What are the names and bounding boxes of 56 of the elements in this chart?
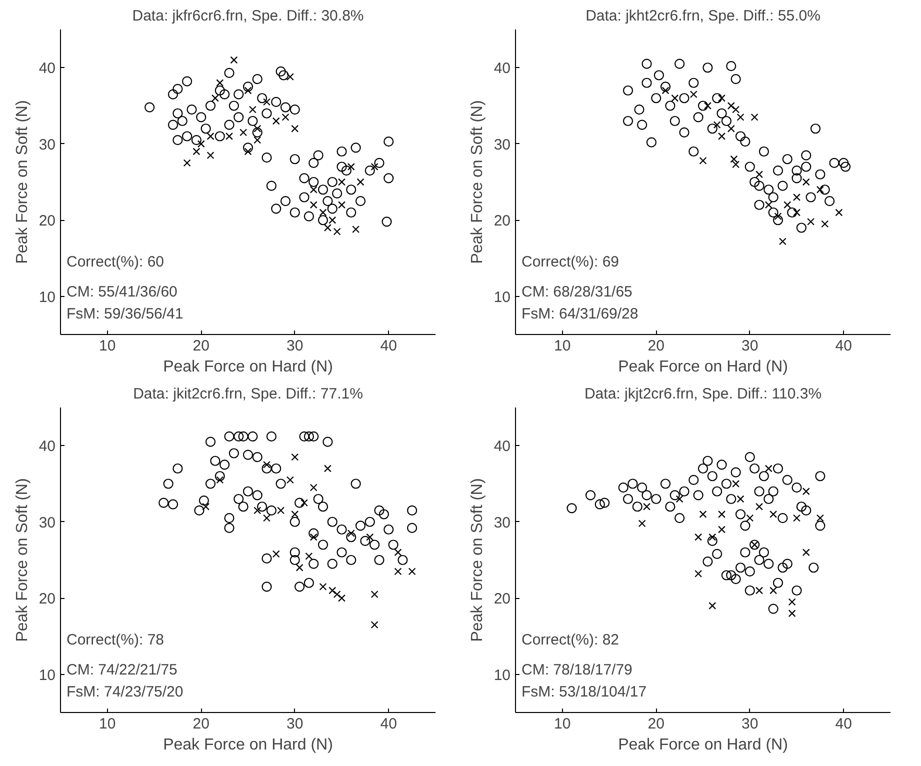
annotation: CM: 74/22/21/75 <box>66 662 178 678</box>
y-tick-label: 30 <box>494 136 511 154</box>
y-axis-title: Peak Force on Soft (N) <box>468 478 486 642</box>
y-tick-label: 30 <box>494 514 511 532</box>
chart-title: Data: jkht2cr6.frn, Spe. Diff.: 55.0% <box>586 8 820 24</box>
annotation: CM: 78/18/17/79 <box>522 662 632 678</box>
x-tick-label: 30 <box>286 338 304 354</box>
y-tick-label: 30 <box>38 136 56 154</box>
y-tick-label: 30 <box>38 514 56 532</box>
x-tick-label: 30 <box>742 716 758 732</box>
x-tick-label: 40 <box>835 338 852 354</box>
annotation: FsM: 59/36/56/41 <box>66 306 184 322</box>
y-tick-label: 10 <box>38 666 56 684</box>
x-tick-label: 20 <box>648 338 664 354</box>
x-tick-label: 30 <box>742 338 758 354</box>
x-axis-title: Peak Force on Hard (N) <box>163 358 333 376</box>
annotation: FsM: 74/23/75/20 <box>66 684 184 700</box>
annotation: Correct(%): 78 <box>66 632 164 648</box>
y-tick-label: 20 <box>494 212 511 230</box>
y-axis-title: Peak Force on Soft (N) <box>14 478 31 642</box>
y-tick-label: 20 <box>494 590 511 608</box>
chart-title: Data: jkfr6cr6.frn, Spe. Diff.: 30.8% <box>132 8 364 24</box>
y-tick-label: 10 <box>494 288 511 306</box>
x-tick-label: 20 <box>192 338 210 354</box>
annotation: Correct(%): 69 <box>522 254 620 270</box>
annotation: Correct(%): 60 <box>66 254 164 270</box>
x-tick-label: 30 <box>286 716 304 732</box>
x-tick-label: 20 <box>192 716 210 732</box>
x-axis-title: Peak Force on Hard (N) <box>618 736 788 754</box>
y-axis-title: Peak Force on Soft (N) <box>14 100 31 264</box>
x-tick-label: 10 <box>99 338 116 354</box>
y-tick-label: 20 <box>38 212 56 230</box>
x-axis-title: Peak Force on Hard (N) <box>163 736 333 754</box>
x-tick-label: 40 <box>380 338 397 354</box>
annotation: Correct(%): 82 <box>522 632 620 648</box>
annotation: CM: 68/28/31/65 <box>522 284 632 300</box>
y-tick-label: 10 <box>494 666 511 684</box>
y-tick-label: 20 <box>38 590 56 608</box>
annotation: CM: 55/41/36/60 <box>66 284 178 300</box>
annotation: FsM: 53/18/104/17 <box>522 684 647 700</box>
y-tick-label: 40 <box>494 60 511 78</box>
x-tick-label: 40 <box>835 716 852 732</box>
annotation: FsM: 64/31/69/28 <box>522 306 638 322</box>
y-tick-label: 40 <box>38 60 56 78</box>
y-tick-label: 10 <box>38 288 56 306</box>
x-tick-label: 40 <box>380 716 397 732</box>
chart-title: Data: jkit2cr6.frn, Spe. Diff.: 77.1% <box>133 386 363 402</box>
x-axis-title: Peak Force on Hard (N) <box>618 358 788 376</box>
y-tick-label: 40 <box>494 438 511 456</box>
y-axis-title: Peak Force on Soft (N) <box>468 100 486 264</box>
x-tick-label: 10 <box>554 716 571 732</box>
y-tick-label: 40 <box>38 438 56 456</box>
x-tick-label: 20 <box>648 716 664 732</box>
x-tick-label: 10 <box>99 716 116 732</box>
chart-title: Data: jkjt2cr6.frn, Spe. Diff.: 110.3% <box>584 386 822 402</box>
x-tick-label: 10 <box>554 338 571 354</box>
